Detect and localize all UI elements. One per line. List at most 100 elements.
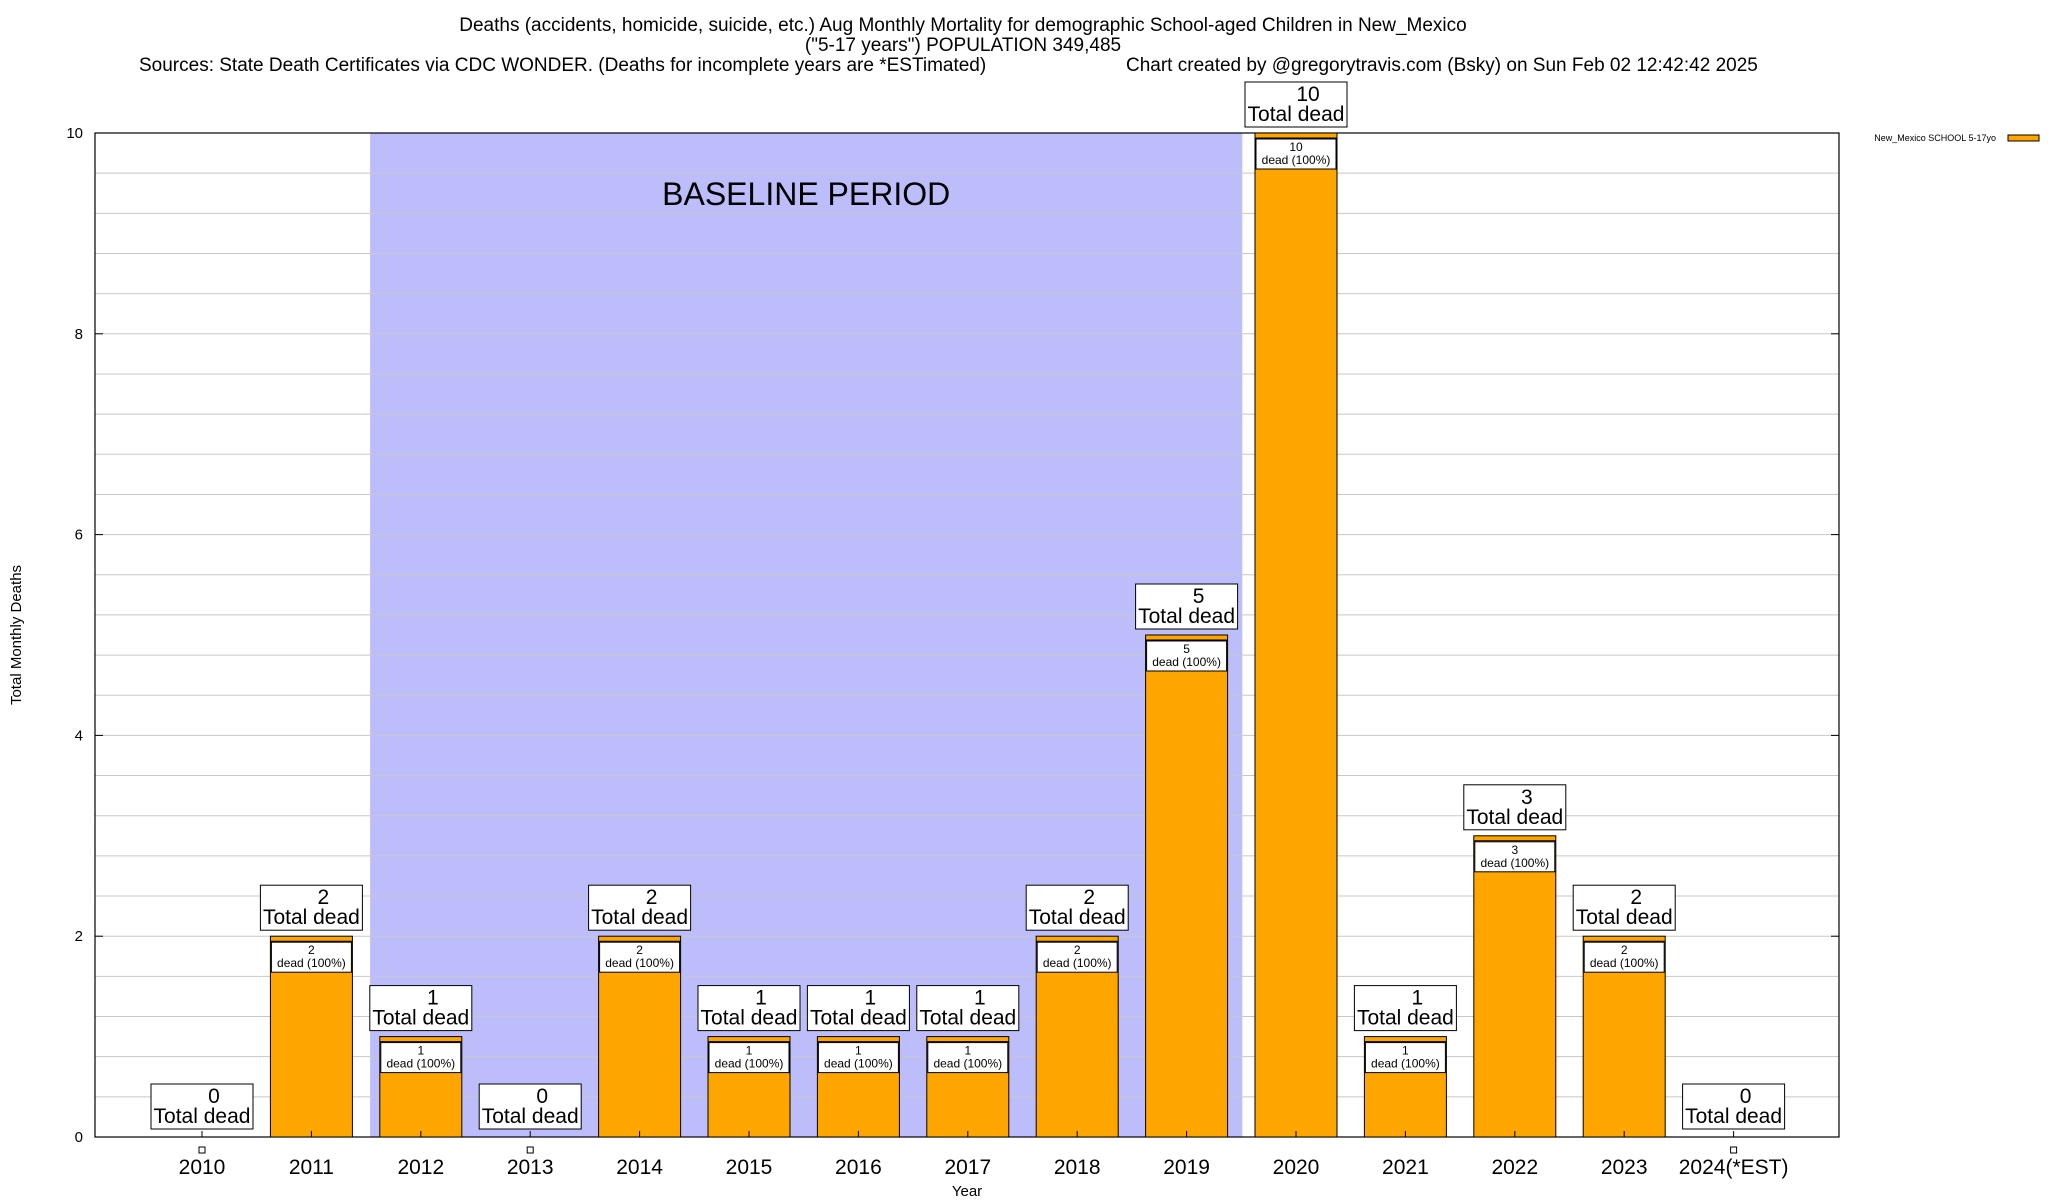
total-count-label: 0 xyxy=(1740,1085,1752,1108)
chart-credit: Chart created by @gregorytravis.com (Bsk… xyxy=(1126,55,1758,76)
bar xyxy=(1473,835,1557,1138)
total-label-box xyxy=(478,1083,582,1130)
total-dead-label: Total dead xyxy=(1138,605,1235,628)
total-dead-label: Total dead xyxy=(263,906,360,929)
total-dead-label: Total dead xyxy=(154,1105,251,1128)
segment-label-box xyxy=(1364,1042,1446,1074)
total-count-label: 1 xyxy=(974,987,986,1010)
total-count-label: 2 xyxy=(1083,886,1095,909)
x-axis-label: Year xyxy=(952,1183,982,1200)
segment-label-box xyxy=(1036,941,1118,973)
segment-label-box xyxy=(1255,138,1337,170)
x-tick-label: 2019 xyxy=(1163,1156,1210,1179)
x-tick-label: 2023 xyxy=(1601,1156,1648,1179)
zero-bar-marker xyxy=(198,1146,206,1154)
x-tick-label: 2021 xyxy=(1382,1156,1429,1179)
bar xyxy=(1145,634,1229,1138)
total-label-box xyxy=(1682,1083,1786,1130)
segment-percent-label: dead (100%) xyxy=(1590,956,1659,970)
total-dead-label: Total dead xyxy=(372,1007,469,1030)
x-tick-label: 2016 xyxy=(835,1156,882,1179)
segment-percent-label: dead (100%) xyxy=(824,1057,893,1071)
total-label-box xyxy=(588,884,692,931)
x-tick-label: 2013 xyxy=(507,1156,554,1179)
y-tick-label: 6 xyxy=(75,527,83,544)
total-dead-label: Total dead xyxy=(1248,103,1345,126)
segment-count-label: 10 xyxy=(1289,140,1303,154)
zero-bar-marker xyxy=(1730,1146,1738,1154)
total-dead-label: Total dead xyxy=(1029,906,1126,929)
total-label-box xyxy=(1135,583,1239,630)
segment-label-box xyxy=(817,1042,899,1074)
segment-percent-label: dead (100%) xyxy=(386,1057,455,1071)
segment-count-label: 2 xyxy=(1621,943,1628,957)
chart-title-line1: Deaths (accidents, homicide, suicide, et… xyxy=(459,15,1466,36)
total-count-label: 0 xyxy=(208,1085,220,1108)
x-tick-label: 2022 xyxy=(1491,1156,1538,1179)
total-label-box xyxy=(259,884,363,931)
total-dead-label: Total dead xyxy=(1576,906,1673,929)
segment-count-label: 5 xyxy=(1183,642,1190,656)
x-tick-label: 2014 xyxy=(616,1156,663,1179)
segment-label-box xyxy=(270,941,352,973)
segment-percent-label: dead (100%) xyxy=(1152,655,1221,669)
total-count-label: 1 xyxy=(755,987,767,1010)
segment-percent-label: dead (100%) xyxy=(1043,956,1112,970)
x-tick-label: 2018 xyxy=(1054,1156,1101,1179)
total-label-box xyxy=(1353,985,1457,1032)
total-label-box xyxy=(150,1083,254,1130)
x-tick-label: 2020 xyxy=(1273,1156,1320,1179)
y-tick-label: 4 xyxy=(75,727,83,744)
segment-count-label: 2 xyxy=(636,943,643,957)
total-label-box xyxy=(1025,884,1129,931)
segment-percent-label: dead (100%) xyxy=(715,1057,784,1071)
total-count-label: 1 xyxy=(1412,987,1424,1010)
segment-label-box xyxy=(599,941,681,973)
total-count-label: 2 xyxy=(646,886,658,909)
total-label-box xyxy=(697,985,801,1032)
total-label-box xyxy=(1244,81,1348,128)
total-count-label: 3 xyxy=(1521,786,1533,809)
segment-percent-label: dead (100%) xyxy=(605,956,674,970)
segment-percent-label: dead (100%) xyxy=(1480,856,1549,870)
chart-title-line2: ("5-17 years") POPULATION 349,485 xyxy=(805,35,1121,56)
segment-count-label: 1 xyxy=(964,1044,971,1058)
total-count-label: 2 xyxy=(318,886,330,909)
segment-count-label: 2 xyxy=(1074,943,1081,957)
total-count-label: 0 xyxy=(536,1085,548,1108)
segment-label-box xyxy=(1474,841,1556,873)
segment-count-label: 3 xyxy=(1511,843,1518,857)
legend: New_Mexico SCHOOL 5-17yo xyxy=(1874,133,2040,143)
segment-count-label: 1 xyxy=(746,1044,753,1058)
total-dead-label: Total dead xyxy=(919,1007,1016,1030)
total-count-label: 1 xyxy=(427,987,439,1010)
total-dead-label: Total dead xyxy=(701,1007,798,1030)
total-dead-label: Total dead xyxy=(810,1007,907,1030)
bar xyxy=(1254,132,1338,1138)
y-tick-label: 2 xyxy=(75,928,83,945)
total-label-box xyxy=(1572,884,1676,931)
segment-percent-label: dead (100%) xyxy=(1262,153,1331,167)
segment-label-box xyxy=(380,1042,462,1074)
x-tick-label: 2024(*EST) xyxy=(1679,1156,1789,1179)
segment-label-box xyxy=(1583,941,1665,973)
total-dead-label: Total dead xyxy=(1685,1105,1782,1128)
total-label-box xyxy=(369,985,473,1032)
x-tick-label: 2017 xyxy=(944,1156,991,1179)
segment-percent-label: dead (100%) xyxy=(277,956,346,970)
x-tick-label: 2011 xyxy=(289,1156,334,1179)
segment-percent-label: dead (100%) xyxy=(1371,1057,1440,1071)
